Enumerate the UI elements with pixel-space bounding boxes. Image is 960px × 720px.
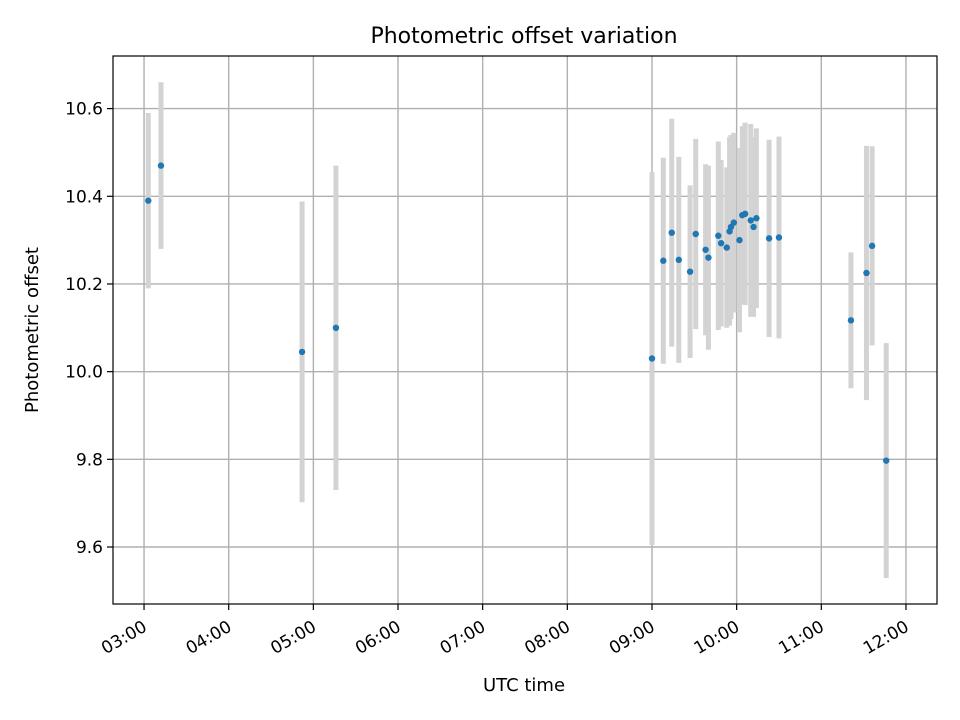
data-point <box>723 244 730 251</box>
plot-frame <box>112 55 938 605</box>
x-tick-label: 05:00 <box>267 617 319 659</box>
data-point <box>730 219 738 226</box>
data-point <box>702 246 709 253</box>
data-point <box>145 197 152 204</box>
y-tick-label: 10.6 <box>65 100 103 120</box>
data-point <box>847 317 855 324</box>
x-tick-label: 03:00 <box>98 617 150 659</box>
data-point <box>298 348 306 356</box>
data-point <box>705 254 712 261</box>
x-tick-label: 04:00 <box>183 617 235 659</box>
x-axis-ticks: 03:00 04:00 05:00 06:00 07:00 08:00 09:00 10:00… <box>98 604 912 659</box>
data-point <box>332 324 340 332</box>
x-tick-label: 10:00 <box>691 617 743 659</box>
data-point <box>868 242 876 250</box>
data-points <box>145 162 890 464</box>
x-axis-label: UTC time <box>483 675 565 696</box>
y-tick-label: 10.2 <box>65 275 103 295</box>
y-tick-label: 9.6 <box>76 538 103 558</box>
error-bars <box>145 82 889 579</box>
data-point <box>675 256 682 264</box>
data-point <box>747 217 754 224</box>
data-point <box>157 162 165 169</box>
y-tick-label: 9.8 <box>76 450 103 470</box>
y-axis-label: Photometric offset <box>22 247 43 413</box>
x-tick-label: 11:00 <box>775 617 827 659</box>
y-axis-ticks: 9.6 9.8 10.0 10.2 10.4 10.6 <box>65 100 113 558</box>
grid-lines <box>113 56 937 604</box>
data-point <box>686 268 694 275</box>
data-point <box>883 457 890 464</box>
data-point <box>863 269 870 277</box>
data-point <box>775 234 783 241</box>
data-point <box>648 355 656 362</box>
data-point <box>668 229 675 236</box>
data-point <box>692 230 699 238</box>
data-point <box>715 232 722 239</box>
data-point <box>765 235 773 242</box>
x-tick-label: 12:00 <box>860 617 912 659</box>
y-tick-label: 10.4 <box>65 187 103 207</box>
data-point <box>753 215 760 222</box>
x-tick-label: 09:00 <box>606 617 658 659</box>
x-tick-label: 07:00 <box>437 617 489 659</box>
chart-title: Photometric offset variation <box>370 24 677 49</box>
y-tick-label: 10.0 <box>65 363 103 383</box>
data-point <box>750 223 757 231</box>
data-point <box>660 257 667 264</box>
data-point <box>736 236 743 244</box>
data-point <box>717 239 725 247</box>
x-tick-label: 06:00 <box>352 617 404 659</box>
data-point <box>741 210 749 218</box>
x-tick-label: 08:00 <box>521 617 573 659</box>
